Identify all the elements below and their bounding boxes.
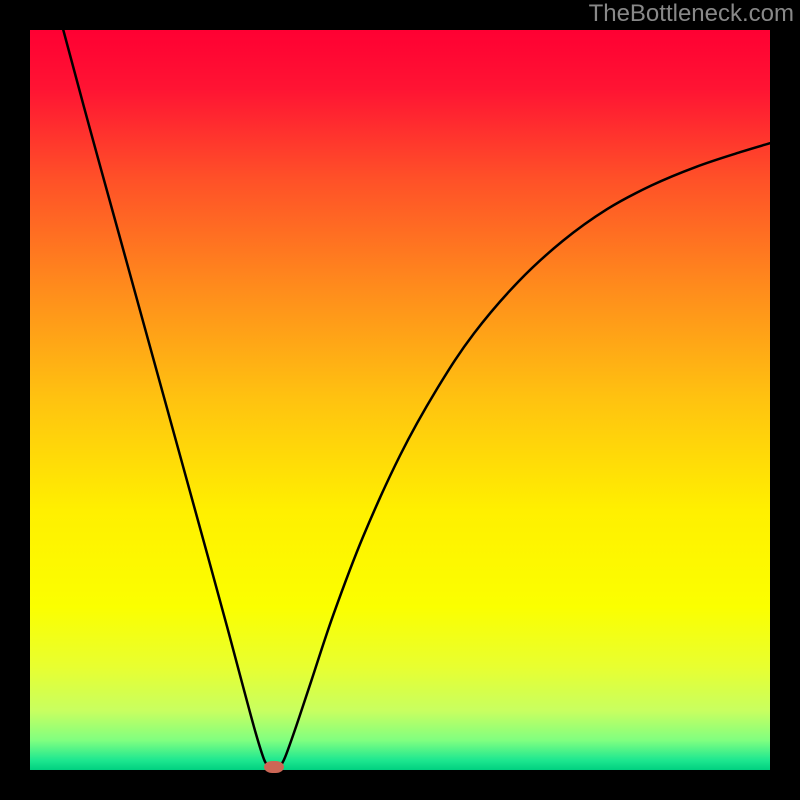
watermark-text: TheBottleneck.com <box>589 0 794 28</box>
chart-plot-area <box>30 30 770 770</box>
chart-background-gradient <box>30 30 770 770</box>
chart-svg <box>30 30 770 770</box>
